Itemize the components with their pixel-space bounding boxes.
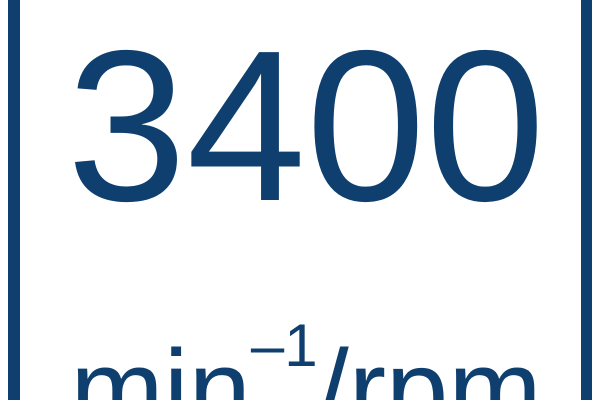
right-border [581,0,592,400]
unit-label: min–1/rpm [70,312,541,400]
unit-superscript: –1 [251,312,318,379]
speed-value: 3400 [67,5,545,246]
unit-suffix: /rpm [318,327,542,400]
unit-base: min [70,327,250,400]
left-border [8,0,20,400]
